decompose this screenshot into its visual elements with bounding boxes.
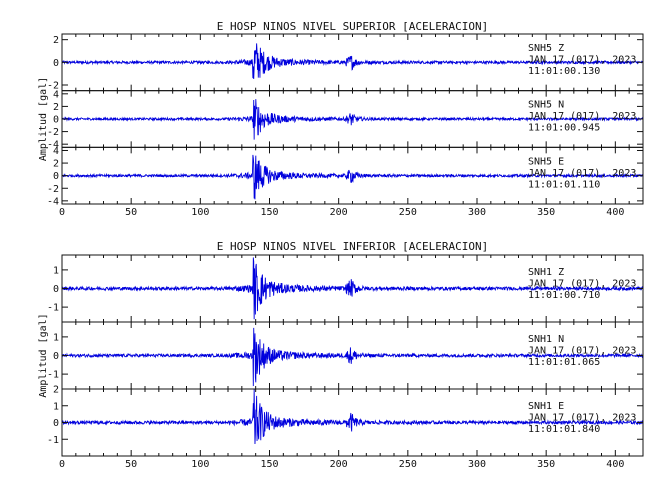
chart-1: E HOSP NINOS NIVEL SUPERIOR [ACELERACION… [38,20,644,218]
x-tick-label: 350 [537,207,555,218]
y-tick-label: 0 [53,418,59,429]
y-tick-label: 4 [53,89,59,100]
x-tick-label: 400 [606,207,624,218]
x-tick-label: 150 [260,459,278,470]
time-label: 11:01:01.110 [528,179,600,190]
x-tick-label: 100 [191,207,209,218]
x-tick-label: 0 [59,459,65,470]
x-tick-label: 250 [399,459,417,470]
x-tick-label: 350 [537,459,555,470]
y-tick-label: 1 [53,332,59,343]
date-label: JAN 17 (017), 2023 [528,413,636,424]
date-label: JAN 17 (017), 2023 [528,55,636,66]
chart-2: E HOSP NINOS NIVEL INFERIOR [ACELERACION… [38,240,644,470]
x-tick-label: 300 [468,459,486,470]
y-tick-label: 1 [53,265,59,276]
x-tick-label: 50 [125,207,137,218]
y-tick-label: 0 [53,58,59,69]
time-label: 11:01:01.065 [528,357,600,368]
station-label: SNH1 E [528,401,564,412]
x-tick-label: 200 [330,459,348,470]
y-axis-label: Amplitud [gal] [38,313,49,397]
y-tick-label: -2 [47,184,59,195]
time-label: 11:01:00.945 [528,123,600,134]
waveform-SNH5-Z [61,43,644,80]
x-tick-label: 100 [191,459,209,470]
y-tick-label: 4 [53,146,59,157]
x-tick-label: 300 [468,207,486,218]
x-tick-label: 50 [125,459,137,470]
y-tick-label: -1 [47,303,59,314]
y-tick-label: 0 [53,115,59,126]
chart-title: E HOSP NINOS NIVEL SUPERIOR [ACELERACION… [217,20,489,33]
y-tick-label: 2 [53,102,59,113]
waveform-SNH5-N [61,99,644,140]
x-tick-label: 0 [59,207,65,218]
date-label: JAN 17 (017), 2023 [528,168,636,179]
y-tick-label: 0 [53,171,59,182]
x-tick-label: 150 [260,207,278,218]
waveform-SNH1-N [61,327,644,387]
y-tick-label: -4 [47,196,59,207]
station-label: SNH5 Z [528,43,564,54]
chart-title: E HOSP NINOS NIVEL INFERIOR [ACELERACION… [217,240,489,253]
x-tick-label: 250 [399,207,417,218]
y-axis-label: Amplitud [gal] [38,77,49,161]
date-label: JAN 17 (017), 2023 [528,346,636,357]
x-tick-label: 400 [606,459,624,470]
y-tick-label: 1 [53,401,59,412]
y-tick-label: -2 [47,81,59,92]
x-tick-label: 200 [330,207,348,218]
date-label: JAN 17 (017), 2023 [528,279,636,290]
y-tick-label: 2 [53,385,59,396]
y-tick-label: 2 [53,159,59,170]
station-label: SNH5 E [528,156,564,167]
time-label: 11:01:01.840 [528,424,600,435]
y-tick-label: -4 [47,140,59,151]
y-tick-label: 0 [53,284,59,295]
waveform-SNH5-E [61,154,644,200]
y-tick-label: 2 [53,35,59,46]
station-label: SNH5 N [528,100,564,111]
station-label: SNH1 Z [528,267,564,278]
time-label: 11:01:00.130 [528,66,600,77]
date-label: JAN 17 (017), 2023 [528,111,636,122]
y-tick-label: 0 [53,351,59,362]
waveform-SNH1-E [61,389,644,445]
time-label: 11:01:00.710 [528,290,600,301]
y-tick-label: -2 [47,127,59,138]
y-tick-label: -1 [47,370,59,381]
y-tick-label: -1 [47,435,59,446]
station-label: SNH1 N [528,334,564,345]
waveform-SNH1-Z [61,257,644,320]
